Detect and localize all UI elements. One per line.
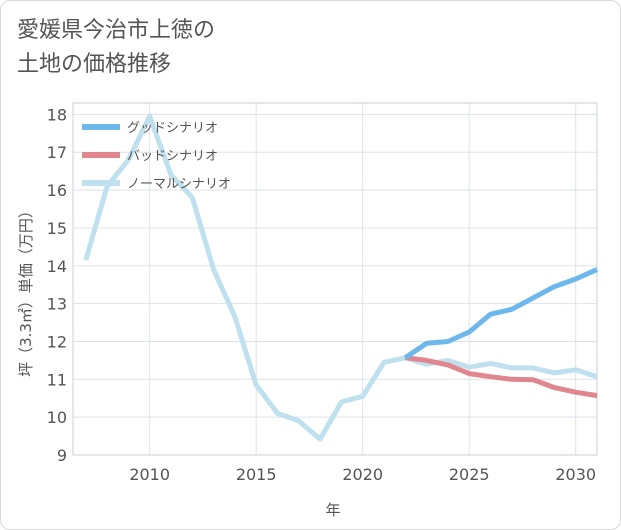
- x-tick-label: 2020: [342, 465, 383, 484]
- plot-border: [72, 102, 598, 456]
- y-tick-label: 12: [47, 332, 67, 351]
- series-lines: [83, 113, 599, 442]
- x-tick-label: 2010: [129, 465, 170, 484]
- y-tick-label: 9: [57, 446, 67, 465]
- x-tick-label: 2015: [236, 465, 277, 484]
- y-tick-label: 17: [47, 143, 67, 162]
- chart-title: 愛媛県今治市上徳の 土地の価格推移: [17, 14, 215, 82]
- x-axis-label: 年: [325, 501, 340, 519]
- x-tick-label: 2030: [555, 465, 596, 484]
- y-tick-label: 16: [47, 181, 67, 200]
- series-line-0: [403, 267, 599, 360]
- axes: [72, 102, 598, 456]
- legend-label-1: バッドシナリオ: [127, 149, 218, 164]
- x-tick-label: 2025: [449, 465, 490, 484]
- y-axis-label: 坪（3.3㎡）単価（万円）: [17, 203, 35, 377]
- series-line-1: [404, 355, 598, 399]
- legend-label-0: グッドシナリオ: [127, 121, 218, 136]
- series-line-2: [83, 113, 598, 442]
- y-tick-label: 15: [47, 219, 67, 238]
- y-tick-label: 11: [47, 370, 67, 389]
- y-tick-label: 13: [47, 295, 67, 314]
- y-tick-label: 14: [47, 257, 67, 276]
- y-tick-label: 10: [47, 408, 67, 427]
- legend-label-2: ノーマルシナリオ: [127, 177, 231, 192]
- y-tick-label: 18: [47, 105, 67, 124]
- chart-title-line-2: 土地の価格推移: [17, 52, 172, 77]
- tick-labels: 9 10 11 12 13 14 15 16 17 18 2010 2015 2020 2025 2030: [47, 105, 596, 484]
- chart-title-line-1: 愛媛県今治市上徳の: [17, 18, 216, 43]
